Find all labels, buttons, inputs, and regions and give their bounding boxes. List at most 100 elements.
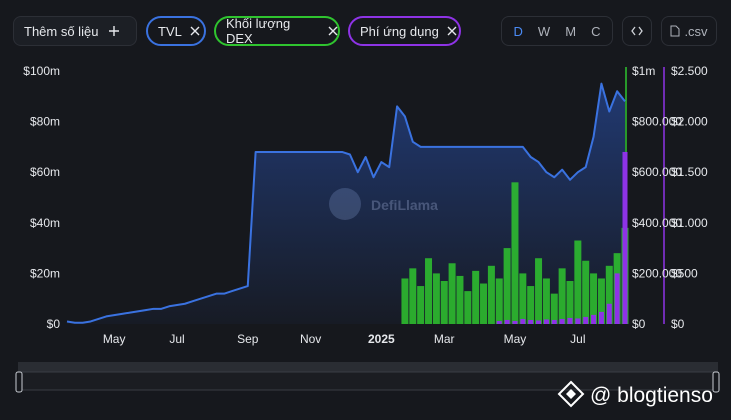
y3-tick-label: $500 <box>671 266 698 280</box>
bar <box>448 263 456 324</box>
y2-tick-label: $200.000 <box>632 266 682 280</box>
embed-icon <box>631 26 643 36</box>
interval-button[interactable]: D <box>513 23 523 39</box>
embed-button[interactable] <box>622 16 652 46</box>
bar <box>582 260 590 324</box>
bar <box>401 278 409 324</box>
bar <box>520 318 526 324</box>
bar <box>543 319 549 324</box>
watermark: DefiLlama <box>329 188 438 220</box>
credit-text: @ blogtienso <box>590 384 713 407</box>
interval-button[interactable]: M <box>565 23 577 39</box>
file-icon <box>670 25 680 37</box>
bar <box>425 258 433 324</box>
y2-tick-label: $0 <box>632 317 646 331</box>
chip-label: Phí ứng dụng <box>360 23 439 39</box>
y3-tick-label: $2.000 <box>671 115 708 129</box>
bar <box>432 273 440 324</box>
close-icon <box>328 26 338 36</box>
x-tick-label: Mar <box>434 332 455 346</box>
add-metric-label: Thêm số liệu <box>24 23 99 39</box>
chip-label: Khối lượng DEX <box>226 16 291 46</box>
add-metric-button[interactable]: Thêm số liệu <box>13 16 137 46</box>
y-tick-label: $20m <box>30 266 60 280</box>
bar <box>495 278 503 324</box>
x-tick-label: May <box>103 332 126 346</box>
y-tick-label: $80m <box>30 115 60 129</box>
bar <box>558 268 566 324</box>
bar <box>417 286 425 324</box>
bar <box>542 278 550 324</box>
plus-icon <box>109 26 120 36</box>
y3-tick-label: $2.500 <box>671 64 708 78</box>
chip-dex[interactable]: Khối lượng DEX <box>214 16 340 46</box>
bar <box>504 319 510 324</box>
csv-button[interactable]: .csv <box>661 16 717 46</box>
bar <box>597 278 605 324</box>
bar <box>487 265 495 324</box>
bar <box>598 311 604 324</box>
bar <box>613 253 621 324</box>
bar <box>528 319 534 324</box>
y2-tick-label: $600.000 <box>632 165 682 179</box>
x-tick-label: Jul <box>169 332 184 346</box>
bar <box>503 248 511 324</box>
bar <box>622 151 628 324</box>
y3-tick-label: $1.000 <box>671 216 708 230</box>
interval-button[interactable]: W <box>537 23 551 39</box>
chip-fees[interactable]: Phí ứng dụng <box>348 16 461 46</box>
x-tick-label: May <box>504 332 527 346</box>
chip-tvl[interactable]: TVL <box>146 16 206 46</box>
bar <box>440 280 448 324</box>
bar <box>614 273 620 324</box>
close-icon <box>447 26 457 36</box>
bar <box>519 273 527 324</box>
csv-label: .csv <box>684 23 708 39</box>
bar <box>527 286 535 324</box>
bar <box>590 273 598 324</box>
bar <box>511 182 519 324</box>
bar <box>472 270 480 324</box>
bar <box>605 265 613 324</box>
y3-tick-label: $0 <box>671 317 685 331</box>
brush-handle[interactable] <box>712 371 720 393</box>
bar <box>480 283 488 324</box>
y-tick-label: $60m <box>30 165 60 179</box>
x-tick-label: Nov <box>300 332 321 346</box>
brush-window[interactable] <box>19 371 717 391</box>
bar <box>606 303 612 324</box>
bar <box>591 314 597 324</box>
bar <box>456 275 464 324</box>
chip-label: TVL <box>158 23 182 39</box>
interval-button[interactable]: C <box>591 23 601 39</box>
y3-tick-label: $1.500 <box>671 165 708 179</box>
bar <box>559 318 565 324</box>
y-tick-label: $0 <box>47 317 61 331</box>
credit-logo <box>557 380 585 408</box>
brush-handle[interactable] <box>15 371 23 393</box>
line <box>66 82 626 324</box>
watermark-text: DefiLlama <box>371 197 438 213</box>
y-tick-label: $100m <box>23 64 60 78</box>
bar <box>551 319 557 324</box>
x-tick-label: Jul <box>570 332 585 346</box>
bar <box>550 293 558 324</box>
bar <box>496 320 502 324</box>
area <box>67 83 625 325</box>
bar <box>464 291 472 324</box>
y-tick-label: $40m <box>30 216 60 230</box>
y2-tick-label: $1m <box>632 64 655 78</box>
y2-tick-label: $800.000 <box>632 115 682 129</box>
close-icon <box>190 26 200 36</box>
x-tick-label: 2025 <box>368 332 395 346</box>
bar <box>536 320 542 324</box>
bar <box>535 258 543 324</box>
bar <box>567 317 573 324</box>
bar <box>575 318 581 324</box>
bar <box>566 280 574 324</box>
y2-tick-label: $400.000 <box>632 216 682 230</box>
bar <box>512 320 518 324</box>
